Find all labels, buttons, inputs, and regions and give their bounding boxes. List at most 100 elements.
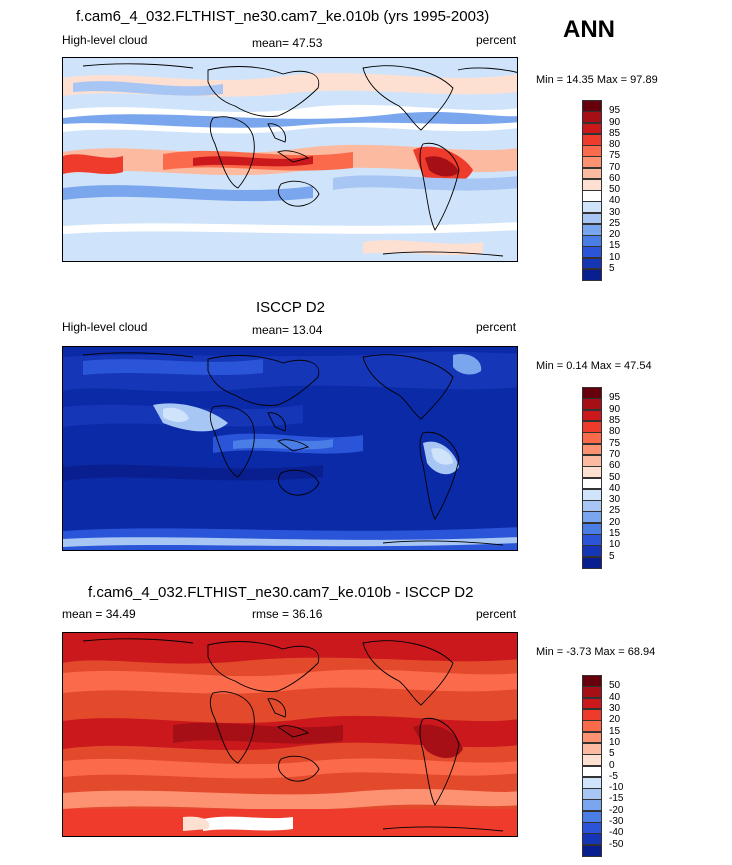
colorbar-swatch	[582, 111, 602, 123]
colorbar-label: 25	[609, 217, 621, 229]
colorbar-swatch	[582, 534, 602, 546]
colorbar-swatch	[582, 201, 602, 213]
colorbar-swatch	[582, 454, 602, 467]
colorbar-swatch	[582, 500, 602, 512]
colorbar-swatch	[582, 776, 602, 789]
colorbar-label: -20	[609, 804, 624, 816]
panel-2-units-label: percent	[476, 320, 517, 334]
panel-2-map	[62, 346, 518, 551]
colorbar-swatch	[582, 720, 602, 733]
colorbar-label: 50	[609, 184, 621, 195]
colorbar-label: 70	[609, 448, 621, 460]
panel-1-minmax: Min = 14.35 Max = 97.89	[536, 74, 658, 86]
colorbar-label: 20	[609, 714, 621, 726]
colorbar-label: 15	[609, 528, 621, 540]
colorbar-swatch	[582, 100, 602, 112]
colorbar-label: 20	[609, 516, 621, 528]
season-label: ANN	[563, 16, 615, 43]
colorbar-swatch	[582, 754, 602, 766]
colorbar-label: -50	[609, 838, 624, 850]
colorbar-swatch	[582, 145, 602, 157]
colorbar-swatch	[582, 522, 602, 535]
colorbar-label: 0	[609, 759, 615, 771]
colorbar-swatch	[582, 545, 602, 558]
panel-1-map	[62, 57, 518, 262]
colorbar-label: 10	[609, 736, 621, 748]
colorbar-label: 80	[609, 139, 621, 150]
colorbar-label: 60	[609, 460, 621, 472]
colorbar-label: 75	[609, 150, 621, 162]
colorbar-swatch	[582, 398, 602, 411]
colorbar-swatch	[582, 466, 602, 478]
colorbar-swatch	[582, 178, 602, 191]
colorbar-label: 75	[609, 437, 621, 449]
panel-2-variable-label: High-level cloud	[62, 320, 148, 334]
panel-1-mean-label: mean= 47.53	[252, 36, 323, 50]
colorbar-label: 15	[609, 725, 621, 737]
panel-2-title: ISCCP D2	[256, 299, 325, 316]
colorbar-swatch	[582, 122, 602, 135]
panel-3-mean-label: mean = 34.49	[62, 607, 136, 621]
colorbar-label: 70	[609, 161, 621, 173]
colorbar-swatch	[582, 799, 602, 812]
colorbar-label: 10	[609, 539, 621, 551]
colorbar-swatch	[582, 268, 602, 281]
colorbar-swatch	[582, 443, 602, 456]
colorbar-swatch	[582, 810, 602, 823]
colorbar-swatch	[582, 675, 602, 687]
panel-3-minmax: Min = -3.73 Max = 68.94	[536, 646, 656, 658]
colorbar-label: 90	[609, 403, 621, 415]
panel-2-minmax: Min = 0.14 Max = 47.54	[536, 360, 652, 372]
colorbar-swatch	[582, 697, 602, 710]
panel-3-rmse-label: rmse = 36.16	[252, 607, 323, 621]
colorbar-swatch	[582, 156, 602, 168]
colorbar-swatch	[582, 167, 602, 180]
panel-1-colorbar: 95 90 85 80 75 70 60 50 40 30 25 20 15 10 5	[582, 100, 620, 281]
colorbar-label: 5	[609, 550, 615, 562]
colorbar-label: 50	[609, 471, 621, 483]
colorbar-label: 85	[609, 127, 621, 139]
panel-1-variable-label: High-level cloud	[62, 33, 148, 47]
colorbar-swatch	[582, 190, 602, 202]
colorbar-swatch	[582, 212, 602, 225]
colorbar-swatch	[582, 223, 602, 236]
colorbar-label: 60	[609, 172, 621, 184]
colorbar-swatch	[582, 833, 602, 846]
colorbar-swatch	[582, 477, 602, 490]
colorbar-swatch	[582, 488, 602, 501]
panel-3-units-label: percent	[476, 607, 517, 621]
colorbar-swatch	[582, 765, 602, 778]
panel-2-colorbar: 95 90 85 80 75 70 60 50 40 30 25 20 15 10 5	[582, 387, 620, 569]
colorbar-label: -30	[609, 816, 624, 828]
panel-3-map	[62, 632, 518, 837]
colorbar-swatch	[582, 257, 602, 270]
colorbar-label: 80	[609, 426, 621, 438]
colorbar-swatch	[582, 844, 602, 857]
colorbar-swatch	[582, 133, 602, 146]
colorbar-label: 40	[609, 691, 621, 703]
colorbar-swatch	[582, 556, 602, 569]
colorbar-label: 30	[609, 206, 621, 218]
colorbar-swatch	[582, 742, 602, 755]
colorbar-swatch	[582, 235, 602, 247]
colorbar-label: 5	[609, 748, 615, 760]
colorbar-label: 85	[609, 414, 621, 426]
colorbar-swatch	[582, 788, 602, 800]
colorbar-label: -40	[609, 827, 624, 839]
colorbar-swatch	[582, 432, 602, 445]
colorbar-swatch	[582, 731, 602, 744]
colorbar-label: 20	[609, 229, 621, 240]
colorbar-label: 10	[609, 251, 621, 263]
colorbar-swatch	[582, 822, 602, 834]
panel-3-colorbar: 50 40 30 20 15 10 5 0 -5 -10 -15 -20 -30 -40 -50	[582, 675, 623, 857]
colorbar-label: 40	[609, 195, 621, 207]
panel-1-title: f.cam6_4_032.FLTHIST_ne30.cam7_ke.010b (…	[76, 8, 490, 25]
colorbar-label: 95	[609, 392, 621, 404]
colorbar-label: 30	[609, 494, 621, 506]
colorbar-swatch	[582, 409, 602, 422]
colorbar-label: 95	[609, 105, 621, 117]
colorbar-label: -10	[609, 782, 624, 794]
panel-1-units-label: percent	[476, 33, 517, 47]
colorbar-label: -15	[609, 793, 624, 805]
colorbar-label: 90	[609, 116, 621, 128]
